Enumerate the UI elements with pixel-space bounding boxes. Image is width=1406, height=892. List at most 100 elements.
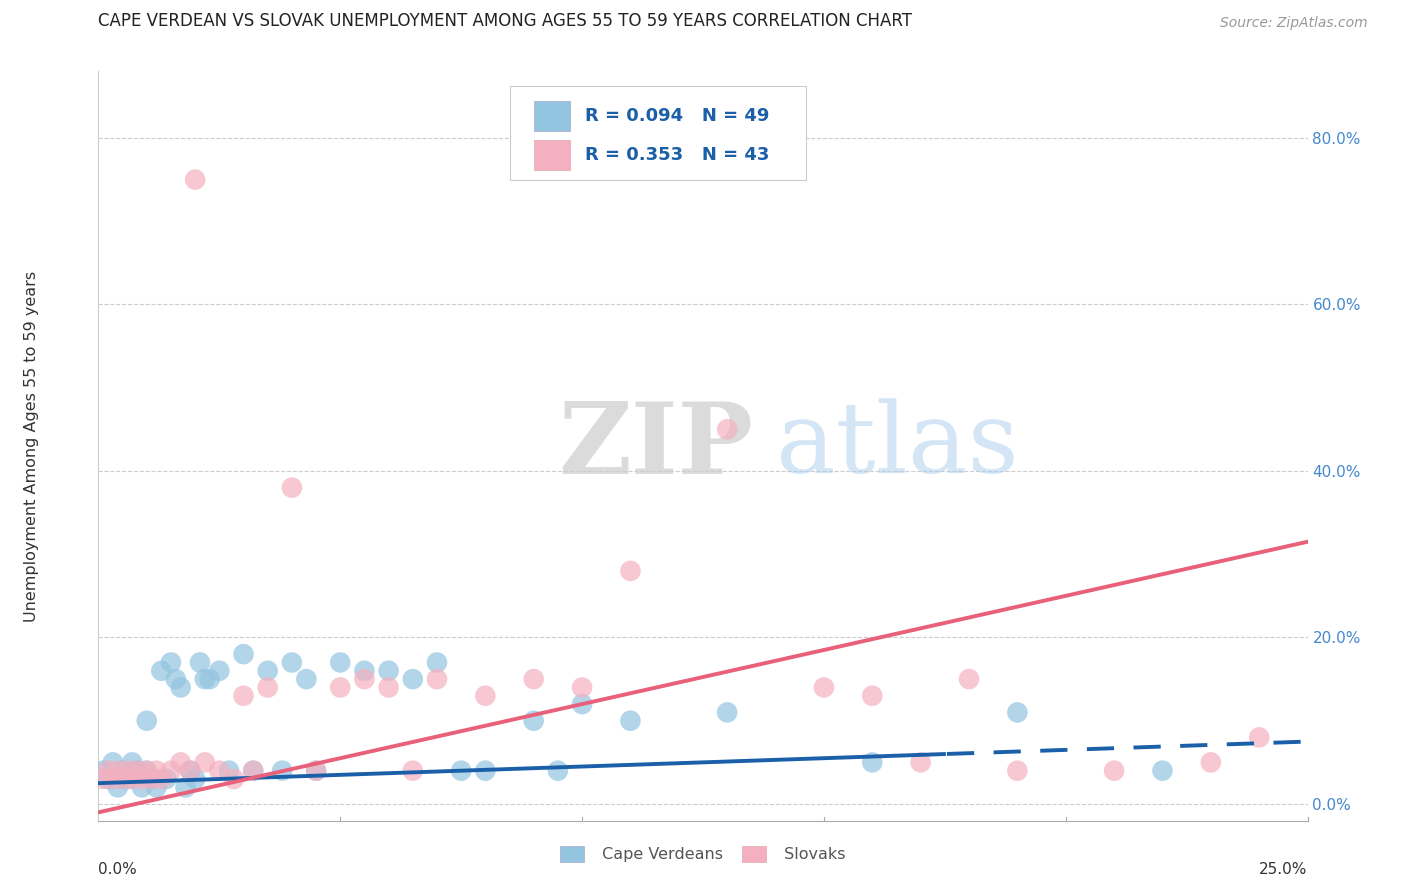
Point bbox=[91, 772, 114, 786]
Point bbox=[145, 764, 167, 778]
Point bbox=[232, 647, 254, 661]
Point bbox=[169, 681, 191, 695]
Point bbox=[426, 672, 449, 686]
Point bbox=[1152, 764, 1174, 778]
Point bbox=[271, 764, 294, 778]
Point bbox=[101, 756, 124, 770]
Point bbox=[232, 689, 254, 703]
FancyBboxPatch shape bbox=[534, 101, 569, 131]
Point bbox=[523, 714, 546, 728]
Point bbox=[402, 764, 425, 778]
Point bbox=[295, 672, 318, 686]
Point bbox=[141, 772, 163, 786]
Point bbox=[184, 172, 207, 186]
Point bbox=[194, 672, 217, 686]
Point bbox=[91, 764, 114, 778]
Point bbox=[1007, 764, 1029, 778]
Point bbox=[131, 780, 153, 795]
Point bbox=[1199, 756, 1222, 770]
Point bbox=[107, 780, 129, 795]
Point bbox=[450, 764, 472, 778]
Point bbox=[184, 772, 207, 786]
Point bbox=[256, 664, 278, 678]
Point bbox=[523, 672, 546, 686]
Point bbox=[1249, 731, 1271, 745]
Point bbox=[547, 764, 569, 778]
Point bbox=[160, 656, 183, 670]
Point bbox=[716, 422, 738, 436]
Point bbox=[281, 481, 304, 495]
Point bbox=[281, 656, 304, 670]
Point bbox=[97, 772, 120, 786]
Point bbox=[145, 780, 167, 795]
Point bbox=[1102, 764, 1125, 778]
Text: Unemployment Among Ages 55 to 59 years: Unemployment Among Ages 55 to 59 years bbox=[24, 270, 39, 622]
Point bbox=[111, 772, 134, 786]
Point bbox=[329, 681, 352, 695]
Point bbox=[716, 706, 738, 720]
Point bbox=[174, 780, 197, 795]
Point bbox=[329, 656, 352, 670]
Point bbox=[141, 772, 163, 786]
Point bbox=[111, 772, 134, 786]
Point bbox=[208, 764, 231, 778]
Point bbox=[256, 681, 278, 695]
Point bbox=[305, 764, 328, 778]
Point bbox=[1007, 706, 1029, 720]
Point bbox=[135, 764, 157, 778]
Point bbox=[97, 764, 120, 778]
Text: R = 0.094   N = 49: R = 0.094 N = 49 bbox=[585, 107, 769, 125]
Point bbox=[160, 764, 183, 778]
Point bbox=[619, 714, 641, 728]
Point bbox=[218, 764, 240, 778]
Point bbox=[169, 756, 191, 770]
Point bbox=[135, 764, 157, 778]
Point bbox=[131, 772, 153, 786]
Point bbox=[860, 756, 883, 770]
Text: atlas: atlas bbox=[776, 398, 1018, 494]
Point bbox=[111, 764, 134, 778]
Point bbox=[150, 664, 173, 678]
Point bbox=[402, 672, 425, 686]
Point bbox=[188, 656, 211, 670]
Point bbox=[165, 672, 187, 686]
Text: Source: ZipAtlas.com: Source: ZipAtlas.com bbox=[1220, 16, 1368, 30]
Point bbox=[198, 672, 221, 686]
Point bbox=[179, 764, 201, 778]
Point bbox=[305, 764, 328, 778]
Point bbox=[377, 664, 399, 678]
Point bbox=[619, 564, 641, 578]
Point bbox=[101, 772, 124, 786]
FancyBboxPatch shape bbox=[534, 140, 569, 169]
Point bbox=[377, 681, 399, 695]
Point bbox=[208, 664, 231, 678]
Point bbox=[222, 772, 245, 786]
Point bbox=[155, 772, 177, 786]
Point bbox=[571, 697, 593, 711]
Point bbox=[860, 689, 883, 703]
Point bbox=[353, 664, 375, 678]
Legend:  Cape Verdeans,  Slovaks: Cape Verdeans, Slovaks bbox=[554, 839, 852, 869]
Point bbox=[474, 689, 496, 703]
Point bbox=[910, 756, 932, 770]
Point bbox=[242, 764, 264, 778]
Point bbox=[957, 672, 980, 686]
Point bbox=[426, 656, 449, 670]
Point bbox=[121, 756, 143, 770]
Text: 0.0%: 0.0% bbox=[98, 863, 138, 877]
Point bbox=[121, 772, 143, 786]
Point bbox=[117, 772, 139, 786]
Text: ZIP: ZIP bbox=[558, 398, 752, 494]
Point bbox=[135, 714, 157, 728]
Point bbox=[127, 764, 149, 778]
FancyBboxPatch shape bbox=[509, 87, 806, 180]
Point bbox=[571, 681, 593, 695]
Text: R = 0.353   N = 43: R = 0.353 N = 43 bbox=[585, 145, 769, 164]
Point bbox=[127, 764, 149, 778]
Text: 25.0%: 25.0% bbox=[1260, 863, 1308, 877]
Point bbox=[179, 764, 201, 778]
Point bbox=[107, 764, 129, 778]
Point bbox=[474, 764, 496, 778]
Point bbox=[117, 764, 139, 778]
Point bbox=[194, 756, 217, 770]
